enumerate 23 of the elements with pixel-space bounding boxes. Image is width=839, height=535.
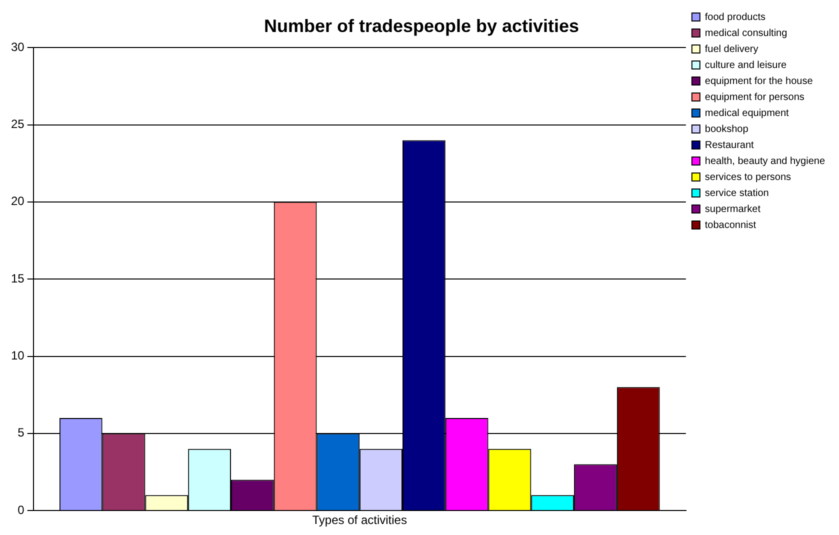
legend-label: fuel delivery [704, 44, 758, 55]
legend-label: services to persons [704, 172, 792, 183]
legend-label: health, beauty and hygiene [704, 156, 826, 167]
y-tick-label: 10 [10, 348, 25, 363]
legend-label: Restaurant [704, 140, 754, 151]
legend-label: equipment for persons [704, 92, 804, 103]
x-tick-label: Types of activities [312, 513, 407, 528]
legend-label: supermarket [704, 204, 761, 215]
legend-label: bookshop [704, 124, 749, 135]
y-tick-label: 15 [10, 271, 25, 286]
legend-label: service station [704, 188, 769, 199]
y-tick-label: 0 [18, 502, 25, 517]
y-tick-label: 5 [18, 426, 25, 440]
legend-label: equipment for the house [704, 76, 814, 87]
legend-label: medical equipment [704, 108, 790, 119]
legend-label: tobaconnist [704, 220, 756, 231]
y-tick-label: 30 [10, 40, 25, 54]
y-tick-label: 20 [10, 194, 25, 208]
legend-label: culture and leisure [704, 60, 788, 71]
chart-title: Number of tradespeople by activities [264, 16, 580, 36]
legend-label: food products [704, 12, 766, 23]
y-tick-label: 25 [10, 117, 25, 132]
legend-label: medical consulting [704, 28, 788, 39]
